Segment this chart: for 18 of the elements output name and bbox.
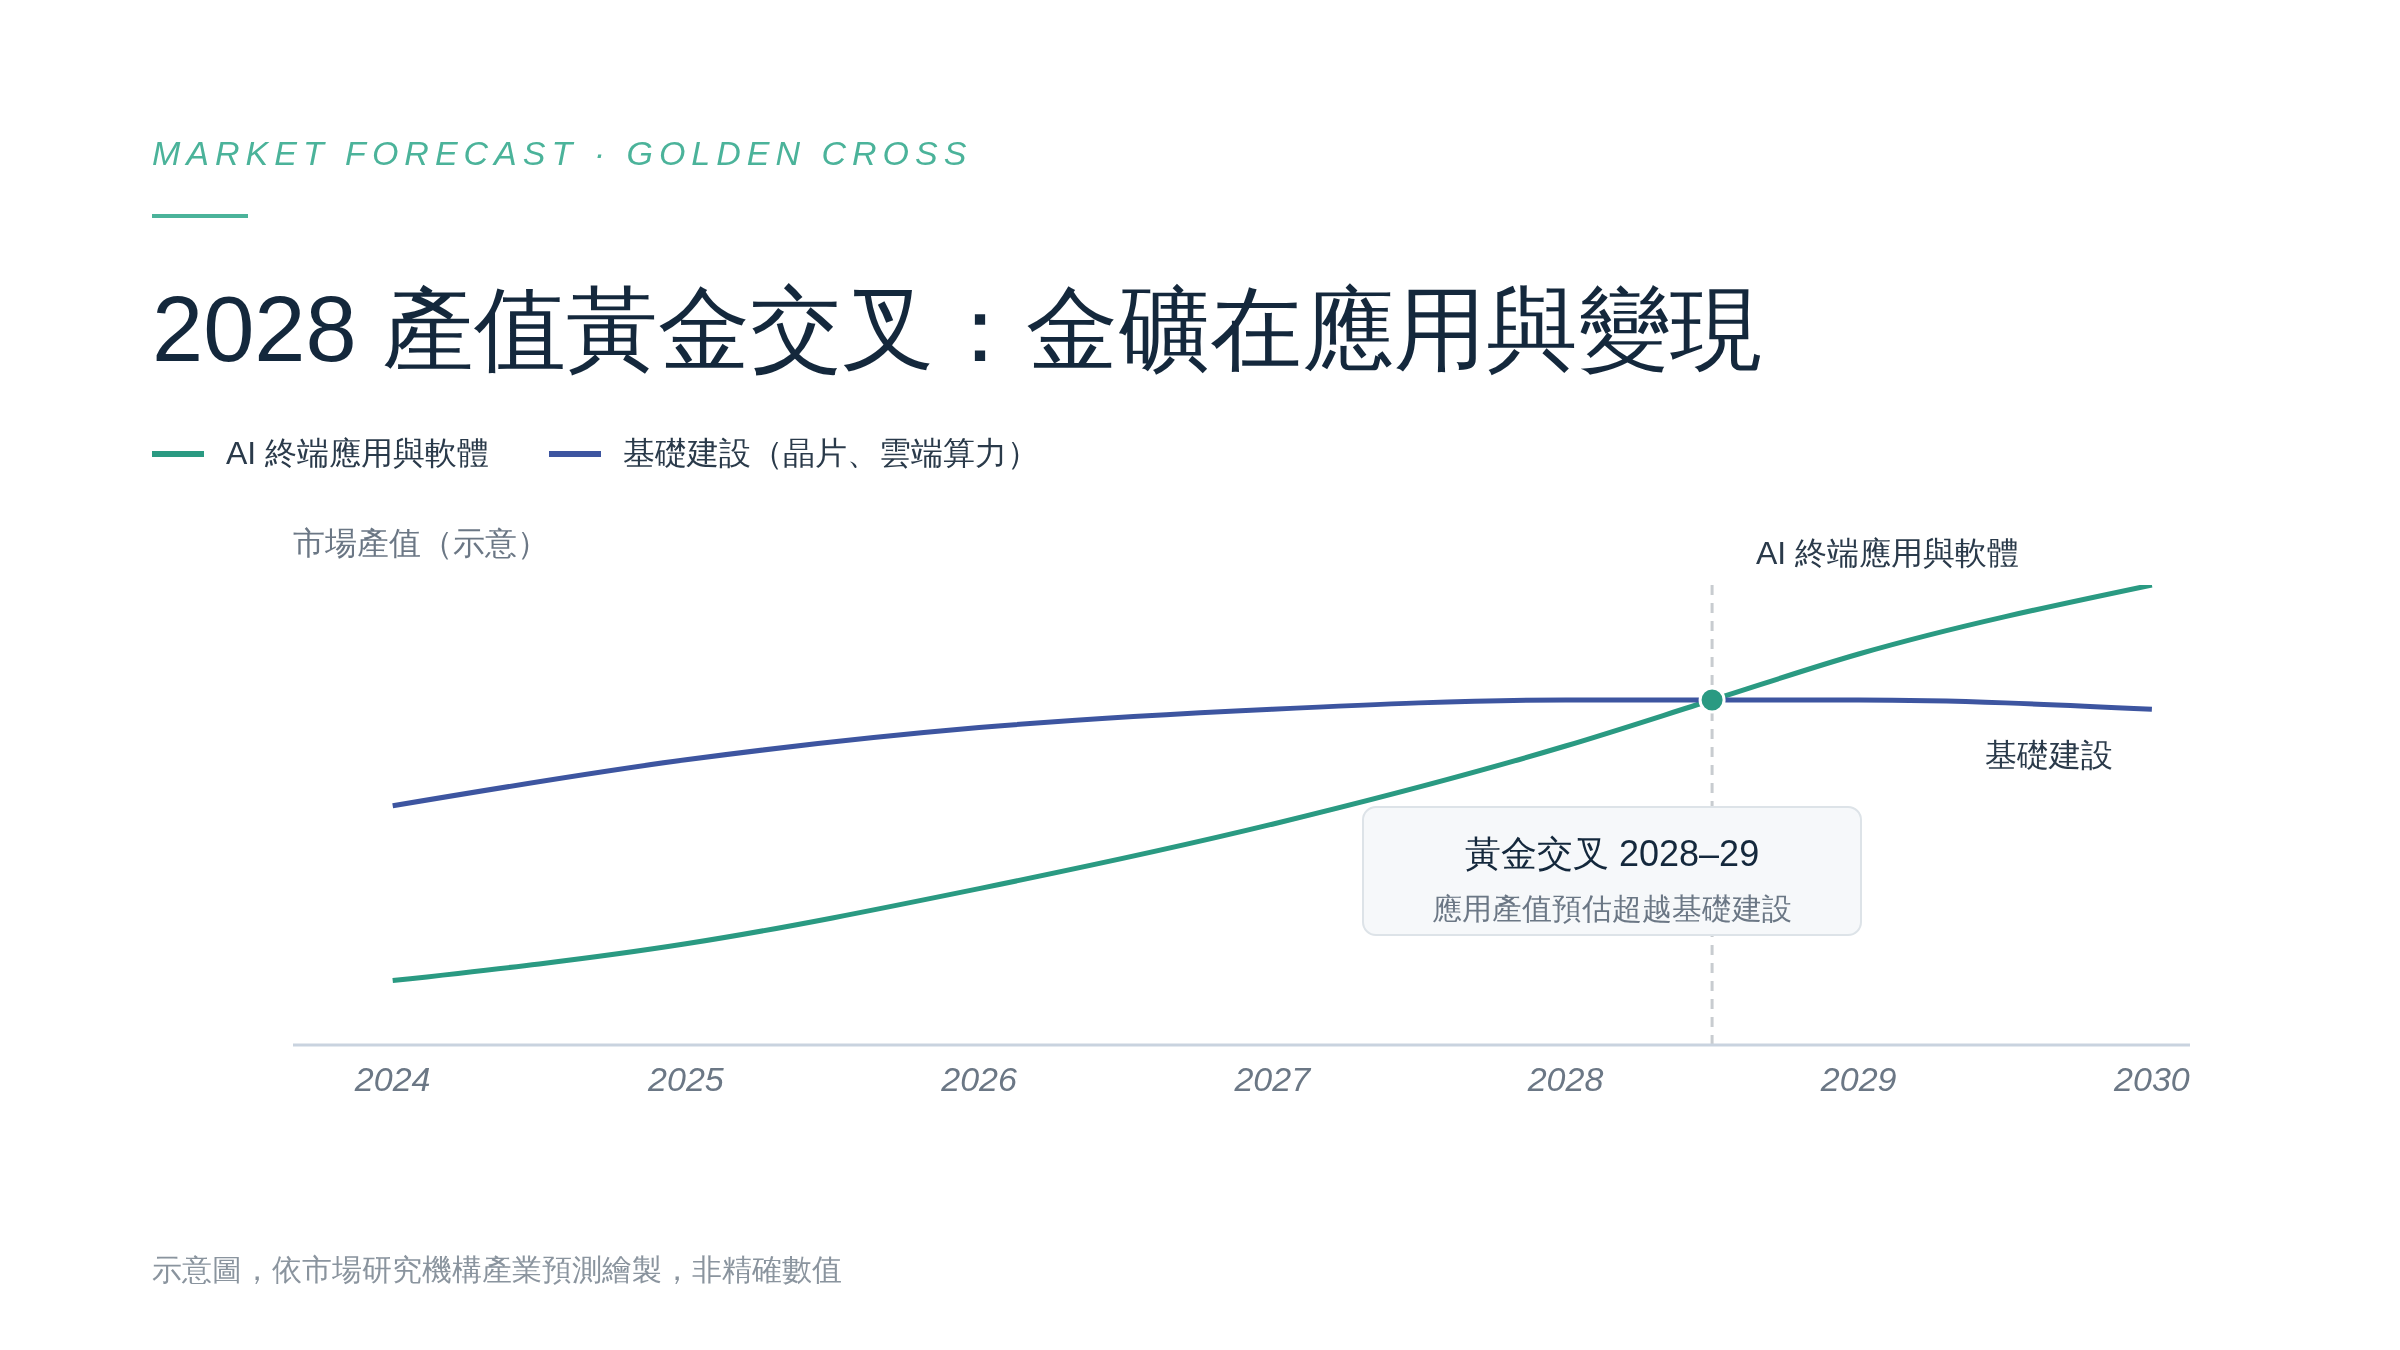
x-tick-label: 2026: [940, 1060, 1017, 1099]
y-axis-title: 市場產值（示意）: [293, 524, 549, 563]
x-tick-label: 2030: [2113, 1060, 2190, 1099]
ref-line-label: 黃金交叉 2028–29: [1464, 832, 1761, 876]
chart-title: 2028 產值黃金交叉：金礦在應用與變現: [152, 277, 1763, 382]
annotation: 應用產值預估超越基礎建設: [1431, 891, 1794, 927]
callout-box: 黃金交叉 2028–29 應用產值預估超越基礎建設: [1362, 806, 1863, 936]
x-tick-label: 2028: [1526, 1060, 1604, 1099]
x-tick-label: 2029: [1819, 1060, 1897, 1099]
x-tick-label: 2025: [647, 1060, 724, 1099]
chart-subtitle: MARKET FORECAST · GOLDEN CROSS: [152, 134, 973, 173]
annotation: 基礎建設: [1985, 736, 2114, 773]
x-tick-label: 2027: [1233, 1060, 1312, 1099]
legend-label: 基礎建設（晶片、雲端算力）: [623, 434, 1040, 473]
text: AI 終端應用與軟體: [1756, 534, 2020, 573]
x-tick-label: 2024: [353, 1060, 431, 1099]
text: 示意圖，依市場研究機構產業預測繪製，非精確數值: [152, 1252, 842, 1288]
legend-label: AI 終端應用與軟體: [226, 434, 490, 473]
